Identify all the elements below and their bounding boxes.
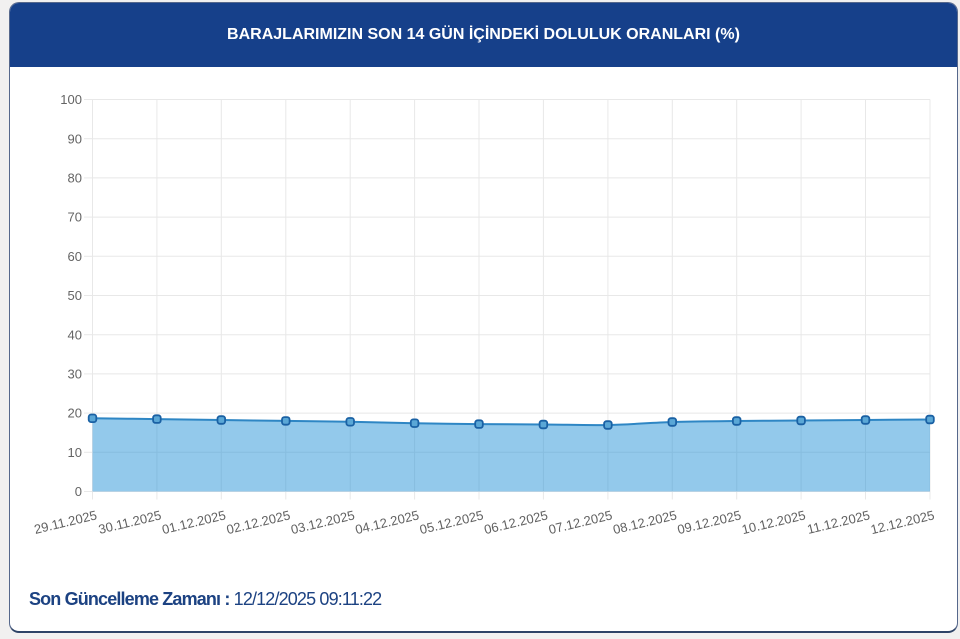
svg-text:11.12.2025: 11.12.2025 [806, 507, 872, 537]
svg-text:02.12.2025: 02.12.2025 [225, 507, 292, 537]
svg-text:30: 30 [68, 367, 82, 382]
svg-text:40: 40 [68, 327, 82, 342]
svg-text:01.12.2025: 01.12.2025 [160, 507, 227, 537]
svg-text:04.12.2025: 04.12.2025 [354, 507, 421, 537]
svg-text:50: 50 [68, 288, 82, 303]
svg-text:29.11.2025: 29.11.2025 [33, 507, 99, 537]
svg-text:60: 60 [68, 249, 82, 264]
svg-text:100: 100 [60, 92, 82, 107]
svg-text:05.12.2025: 05.12.2025 [418, 507, 485, 537]
svg-text:12.12.2025: 12.12.2025 [869, 507, 936, 537]
svg-text:07.12.2025: 07.12.2025 [547, 507, 614, 537]
svg-text:09.12.2025: 09.12.2025 [676, 507, 743, 537]
svg-text:80: 80 [68, 171, 82, 186]
svg-text:0: 0 [75, 484, 82, 499]
svg-text:20: 20 [68, 406, 82, 421]
svg-text:10: 10 [68, 445, 82, 460]
svg-text:08.12.2025: 08.12.2025 [611, 507, 678, 537]
svg-text:90: 90 [68, 131, 82, 146]
svg-text:03.12.2025: 03.12.2025 [289, 507, 356, 537]
svg-text:70: 70 [68, 210, 82, 225]
svg-text:06.12.2025: 06.12.2025 [483, 507, 550, 537]
svg-text:30.11.2025: 30.11.2025 [97, 507, 163, 537]
svg-text:10.12.2025: 10.12.2025 [740, 507, 807, 537]
